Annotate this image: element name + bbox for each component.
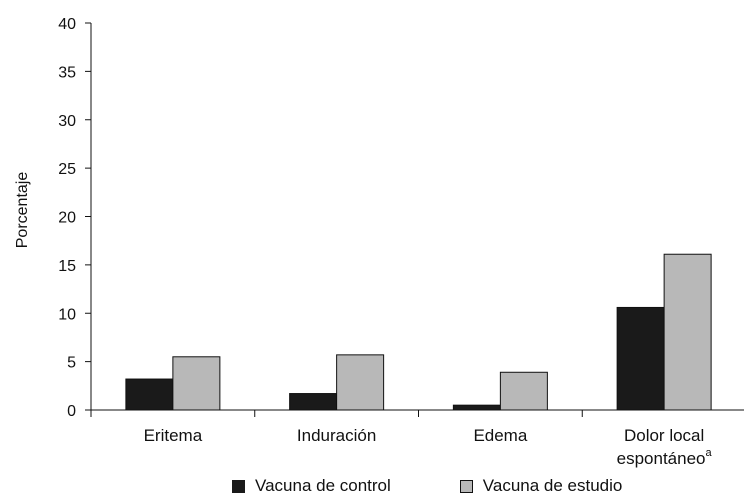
y-tick-label: 10 [58,306,76,323]
x-category-label-line: Dolor local [624,426,704,445]
x-axis [90,409,744,417]
y-tick-label: 25 [58,161,76,178]
y-tick-label: 0 [67,403,76,420]
legend-swatch-control [232,479,245,493]
bar-control-1 [289,393,338,411]
bars [125,253,712,411]
legend: Vacuna de control Vacuna de estudio [232,476,622,496]
y-tick-label: 30 [58,113,76,130]
y-tick-label: 20 [58,210,76,227]
x-category-label-line: Edema [473,426,527,445]
y-axis-label: Porcentaje [14,172,31,249]
footnote-marker: a [706,447,713,459]
x-category-label-line: Induración [297,426,376,445]
category-labels: Eritema Induración Edema Dolor local espontá… [144,426,713,468]
x-category-label: Induración [297,426,376,445]
bar-control-0 [125,378,174,411]
bar-control-2 [452,404,501,411]
bar-study-1 [336,354,385,411]
y-tick-label: 15 [58,258,76,275]
y-tick-label: 5 [67,355,76,372]
y-tick-label: 40 [58,16,76,33]
legend-label-control: Vacuna de control [255,476,391,495]
y-tick-label: 35 [58,64,76,81]
legend-item-control: Vacuna de control [232,476,391,496]
bar-study-0 [172,356,221,411]
x-category-label-line: espontáneo [617,449,706,468]
bar-study-3 [663,253,712,411]
legend-item-study: Vacuna de estudio [459,476,623,496]
x-category-label-line: Eritema [144,426,203,445]
bar-control-3 [616,306,665,411]
legend-label-study: Vacuna de estudio [482,476,623,495]
bar-study-2 [499,371,548,411]
x-category-label: Dolor local espontáneoa [617,426,713,468]
y-axis: 0 5 10 15 20 25 30 35 40 [58,16,92,420]
x-category-label: Eritema [144,426,203,445]
x-category-label: Edema [473,426,527,445]
legend-swatch-study [459,479,473,493]
